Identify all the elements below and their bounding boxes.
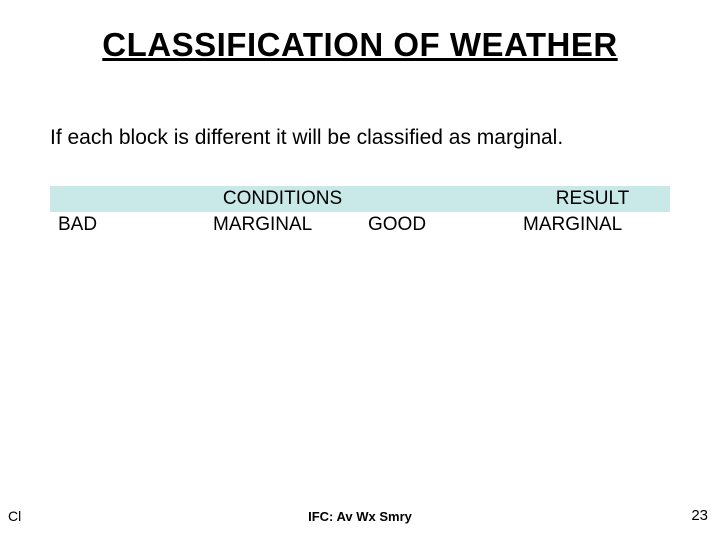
footer-center: IFC: Av Wx Smry [0,509,720,524]
result-header: RESULT [515,186,670,212]
slide-title: CLASSIFICATION OF WEATHER [0,26,720,64]
slide-subtitle: If each block is different it will be cl… [50,126,563,150]
cell-marginal-result: MARGINAL [515,212,670,238]
table-row: BAD MARGINAL GOOD MARGINAL [50,212,670,238]
weather-table: CONDITIONS RESULT BAD MARGINAL GOOD MARG… [50,186,670,238]
cell-bad: BAD [50,212,205,238]
cell-marginal-cond: MARGINAL [205,212,360,238]
table-header-row: CONDITIONS RESULT [50,186,670,212]
footer-right-page-number: 23 [691,507,708,524]
slide: CLASSIFICATION OF WEATHER If each block … [0,0,720,540]
cell-good: GOOD [360,212,515,238]
conditions-header: CONDITIONS [50,186,515,212]
